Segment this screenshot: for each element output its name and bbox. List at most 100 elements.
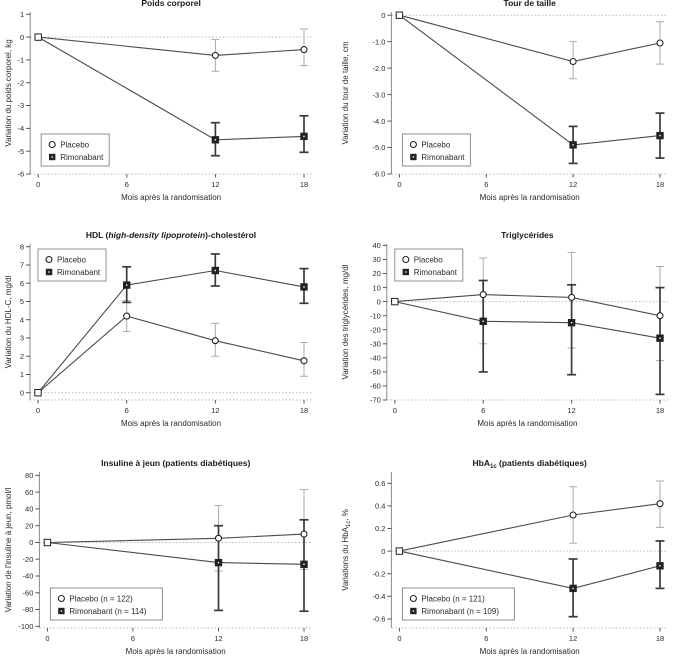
- chart-cell-triglycerides: 0 6 12 18 40 30 20 10 0 -10 -20 -30 -40 -50 -60 -70 Plac…: [337, 220, 675, 440]
- y-tick-label: 3: [20, 334, 24, 343]
- x-tick-label: 0: [36, 180, 40, 189]
- legend-circle-open-icon: [45, 255, 53, 264]
- y-tick-label: -6: [18, 170, 25, 179]
- y-tick-label: 30: [372, 255, 380, 264]
- x-tick-label: 0: [397, 180, 401, 189]
- y-tick-label: -0.2: [372, 569, 385, 578]
- chart-cell-hdl-cholesterol: 0 6 12 18 8 7 6 5 4 3 2 1 0 Placebo Rimonabant HDL (hig…: [0, 220, 337, 440]
- markers-placebo: [43, 530, 308, 547]
- error-bars-rimonabant: [214, 518, 309, 613]
- legend: Placebo (n = 121) Rimonabant (n = 109): [401, 587, 515, 621]
- x-axis-label: Mois après la randomisation: [477, 419, 577, 428]
- y-axis: 1 0 -1 -2 -3 -4 -5 -6: [18, 10, 31, 179]
- y-tick-label: -60: [370, 382, 381, 391]
- y-tick-label: -4: [18, 124, 25, 133]
- y-tick-label: -0.6: [372, 615, 385, 624]
- y-tick-label: 40: [372, 241, 380, 250]
- x-tick-label: 12: [214, 634, 222, 643]
- y-tick-label: -5.0: [372, 143, 385, 152]
- x-axis-label: Mois après la randomisation: [480, 647, 580, 656]
- x-axis-label: Mois après la randomisation: [480, 193, 580, 202]
- chart-title: HDL (high-density lipoprotein)-cholestér…: [86, 230, 256, 240]
- y-axis-label: Variation du HDL-C, mg/dl: [4, 275, 13, 368]
- y-tick-label: -40: [23, 572, 34, 581]
- y-axis-label: Variation du tour de taille, cm: [341, 41, 350, 144]
- y-tick-label: -3: [18, 101, 25, 110]
- y-tick-label: 1: [20, 10, 24, 19]
- chart-title: Poids corporel: [141, 0, 201, 8]
- y-tick-label: 20: [25, 521, 33, 530]
- line-rimonabant: [399, 550, 661, 589]
- y-axis-label: Variation des triglycérides, mg/dl: [341, 264, 350, 379]
- legend-label: Placebo (n = 122): [69, 594, 133, 603]
- data-point-rimonabant: [34, 389, 42, 397]
- legend: Placebo Rimonabant: [37, 248, 107, 282]
- legend-label: Rimonabant: [60, 153, 104, 162]
- error-bars-placebo: [122, 300, 308, 377]
- x-tick-label: 6: [481, 406, 485, 415]
- y-tick-label: -1: [18, 56, 25, 65]
- x-axis: 0 6 12 18: [39, 627, 312, 643]
- markers-rimonabant: [34, 33, 308, 144]
- x-axis: 0 6 12 18: [30, 399, 312, 415]
- line-placebo: [38, 36, 305, 56]
- y-axis-label: Variations du HbA1c, %: [341, 509, 352, 591]
- line-placebo: [47, 533, 305, 544]
- chart-cell-poids-corporel: 0 6 12 18 1 0 -1 -2 -3 -4 -5 -6 Placebo Rimonabant Poi…: [0, 0, 337, 220]
- markers-rimonabant: [395, 547, 664, 593]
- data-point-placebo: [479, 291, 487, 299]
- legend-box: [37, 248, 107, 282]
- y-tick-label: -10: [370, 311, 381, 320]
- y-tick-label: -80: [23, 605, 34, 614]
- x-axis: 0 6 12 18: [391, 173, 668, 189]
- line-placebo: [399, 503, 661, 552]
- chart-title: Triglycérides: [501, 230, 554, 240]
- y-tick-label: 0: [20, 388, 24, 397]
- y-tick-label: 4: [20, 315, 24, 324]
- markers-rimonabant: [391, 297, 664, 342]
- y-tick-label: -2: [18, 78, 25, 87]
- data-point-placebo: [569, 57, 577, 66]
- y-axis-label: Variation du poids corporel, kg: [4, 39, 13, 146]
- x-tick-label: 12: [567, 406, 575, 415]
- chart-triglycerides: 0 6 12 18 40 30 20 10 0 -10 -20 -30 -40 -50 -60 -70 Plac…: [341, 230, 668, 428]
- y-tick-label: 20: [372, 269, 380, 278]
- legend-label: Placebo: [414, 255, 443, 264]
- y-tick-label: 8: [20, 242, 24, 251]
- legend: Placebo Rimonabant: [40, 133, 110, 167]
- chart-cell-tour-de-taille: 0 6 12 18 0 -1.0 -2.0 -3.0 -4.0 -5.0 -6.0 Placebo Ri…: [337, 0, 675, 220]
- y-tick-label: -2.0: [372, 64, 385, 73]
- y-tick-label: -20: [23, 555, 34, 564]
- x-tick-label: 0: [45, 634, 49, 643]
- y-tick-label: -4.0: [372, 117, 385, 126]
- x-tick-label: 18: [656, 406, 664, 415]
- legend-label: Rimonabant: [421, 153, 465, 162]
- y-tick-label: 0.6: [375, 479, 385, 488]
- x-axis: 0 6 12 18: [391, 627, 668, 643]
- x-tick-label: 18: [300, 634, 308, 643]
- y-tick-label: 2: [20, 352, 24, 361]
- legend-label: Rimonabant (n = 114): [69, 607, 146, 616]
- x-tick-label: 0: [36, 406, 40, 415]
- data-point-placebo: [300, 530, 308, 538]
- y-tick-label: 1: [20, 370, 24, 379]
- line-rimonabant: [399, 14, 661, 146]
- data-point-placebo: [214, 534, 223, 542]
- x-axis: 0 6 12 18: [30, 173, 312, 189]
- x-tick-label: 0: [393, 406, 397, 415]
- x-tick-label: 6: [131, 634, 135, 643]
- data-point-placebo: [656, 39, 664, 47]
- legend-label: Rimonabant (n = 109): [421, 607, 499, 616]
- legend-label: Placebo: [57, 255, 86, 264]
- error-bars-placebo: [569, 480, 664, 544]
- chart-poids-corporel: 0 6 12 18 1 0 -1 -2 -3 -4 -5 -6 Placebo Rimonabant Poi…: [4, 0, 312, 202]
- chart-hba1c: 0 6 12 18 0.6 0.4 0.2 0 -0.2 -0.4 -0.6 Placebo (n =…: [341, 458, 668, 656]
- legend-label: Placebo (n = 121): [421, 594, 485, 603]
- legend-circle-open-icon: [48, 140, 56, 149]
- x-axis-label: Mois après la randomisation: [121, 193, 221, 202]
- y-tick-label: 7: [20, 261, 24, 270]
- y-tick-label: 6: [20, 279, 24, 288]
- chart-title: Tour de taille: [504, 0, 557, 8]
- markers-placebo: [34, 33, 308, 59]
